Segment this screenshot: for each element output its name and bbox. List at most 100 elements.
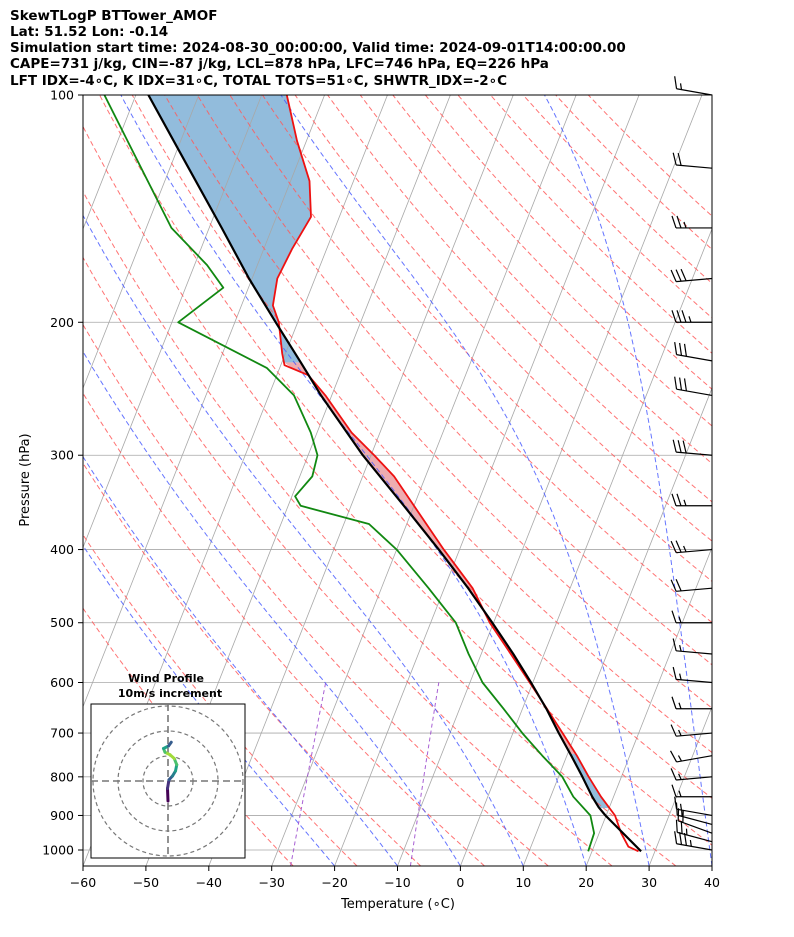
- hodograph-title: Wind Profile: [128, 672, 204, 685]
- hodograph-subtitle: 10m/s increment: [118, 687, 222, 700]
- dry-adiabat-70: [164, 95, 712, 709]
- axes: −60 −50 −40 −30 −20 −10 0 10 20 30 40 100 200 300 400 5…: [42, 88, 720, 891]
- mixing-ratio-line-1: [290, 682, 327, 866]
- dry-adiabat-80: [196, 95, 712, 666]
- hodograph-segment: [166, 787, 170, 803]
- parcel-line: [147, 95, 642, 853]
- dry-adiabat-90: [229, 95, 712, 624]
- dry-adiabat-60: [131, 95, 712, 754]
- dry-adiabat-110: [294, 95, 712, 542]
- indices-line: LFT IDX=-4∘C, K IDX=31∘C, TOTAL TOTS=51∘…: [10, 73, 508, 89]
- isotherm-30: [648, 705, 712, 866]
- y-tick-label: 200: [50, 315, 74, 330]
- y-tick-label: 100: [50, 88, 74, 103]
- wind-barb: [674, 796, 713, 817]
- wind-barb: [670, 540, 713, 554]
- profiles: [103, 95, 642, 853]
- dry-adiabat-100: [262, 95, 712, 583]
- x-tick-label: −40: [196, 875, 222, 890]
- dry-adiabat-0: [83, 392, 485, 866]
- dry-adiabat-40: [83, 125, 712, 846]
- dry-adiabat-120: [327, 95, 712, 503]
- mixing-ratio-line-2: [409, 682, 440, 866]
- y-tick-label: 400: [50, 542, 74, 557]
- wind-barb: [671, 310, 712, 323]
- wind-barb: [672, 439, 713, 456]
- wind-barb: [671, 493, 712, 507]
- wind-barb: [670, 579, 713, 592]
- hodograph-segment: [167, 740, 173, 748]
- isotherm-40: [711, 864, 712, 866]
- chart-title: SkewTLogP BTTower_AMOF: [10, 8, 218, 24]
- dry-adiabat-30: [83, 190, 677, 866]
- wind-barb: [671, 784, 712, 798]
- cape-area: [284, 362, 576, 754]
- dry-adiabat-10: [83, 323, 549, 866]
- x-tick-label: 0: [456, 875, 464, 890]
- isotherm-20: [585, 546, 712, 866]
- x-tick-label: −60: [70, 875, 96, 890]
- cin-area-upper: [148, 95, 311, 363]
- wind-barb: [674, 376, 713, 397]
- x-tick-label: −20: [321, 875, 347, 890]
- cape-line: CAPE=731 j/kg, CIN=-87 j/kg, LCL=878 hPa…: [10, 56, 549, 72]
- y-tick-label: 800: [50, 769, 74, 784]
- dry-adiabat-50: [99, 95, 712, 799]
- x-tick-label: 40: [704, 875, 720, 890]
- time-line: Simulation start time: 2024-08-30_00:00:…: [10, 40, 626, 56]
- cape-cin-areas: [148, 95, 610, 809]
- wind-barb: [674, 831, 713, 851]
- isotherm--40: [208, 95, 514, 866]
- x-tick-label: −30: [259, 875, 285, 890]
- dry-adiabat-180: [522, 95, 712, 284]
- isotherm-0: [460, 227, 712, 866]
- isotherm--100: [83, 95, 137, 230]
- wind-barb: [672, 152, 713, 169]
- cin-area-low: [570, 753, 610, 809]
- dewpoint-line: [103, 95, 595, 852]
- wind-barb: [669, 750, 713, 763]
- y-tick-label: 300: [50, 448, 74, 463]
- y-tick-label: 500: [50, 615, 74, 630]
- dry-adiabat-150: [425, 95, 712, 390]
- wind-barb: [672, 638, 713, 655]
- y-axis-label: Pressure (hPa): [18, 433, 33, 526]
- dry-adiabat-160: [457, 95, 712, 354]
- wind-barb: [671, 696, 712, 710]
- wind-barb: [674, 342, 713, 362]
- wind-barb: [670, 724, 713, 737]
- temperature-line: [271, 95, 639, 853]
- isotherm--70: [83, 95, 325, 708]
- dry-adiabat-190: [555, 95, 712, 251]
- x-axis-label: Temperature (∘C): [340, 897, 455, 912]
- x-tick-label: 20: [578, 875, 594, 890]
- hodograph-inset: [90, 703, 246, 859]
- x-tick-label: 30: [641, 875, 657, 890]
- dry-adiabat--10: [83, 462, 422, 866]
- wind-barb: [671, 610, 712, 624]
- dry-adiabat-130: [359, 95, 712, 465]
- dry-adiabat-140: [392, 95, 712, 427]
- hodograph-plot: [91, 704, 245, 858]
- wind-barbs: [669, 76, 713, 851]
- moist-adiabat-10: [83, 214, 524, 866]
- x-tick-label: −10: [384, 875, 410, 890]
- dry-adiabat-200: [587, 95, 712, 217]
- dry-adiabat-20: [83, 256, 613, 866]
- moist-adiabat--10: [83, 455, 398, 866]
- moist-adiabat-40: [544, 95, 712, 866]
- x-tick-label: 10: [515, 875, 531, 890]
- location-line: Lat: 51.52 Lon: -0.14: [10, 24, 169, 40]
- wind-barb: [670, 768, 713, 781]
- y-tick-label: 900: [50, 808, 74, 823]
- isotherm--120: [0, 95, 10, 866]
- wind-barb: [674, 76, 713, 96]
- y-tick-label: 1000: [42, 843, 74, 858]
- x-tick-label: −50: [133, 875, 159, 890]
- wind-barb: [672, 666, 713, 684]
- moist-adiabat--20: [83, 544, 335, 866]
- y-tick-label: 600: [50, 675, 74, 690]
- y-tick-label: 700: [50, 726, 74, 741]
- isotherm--110: [0, 95, 73, 866]
